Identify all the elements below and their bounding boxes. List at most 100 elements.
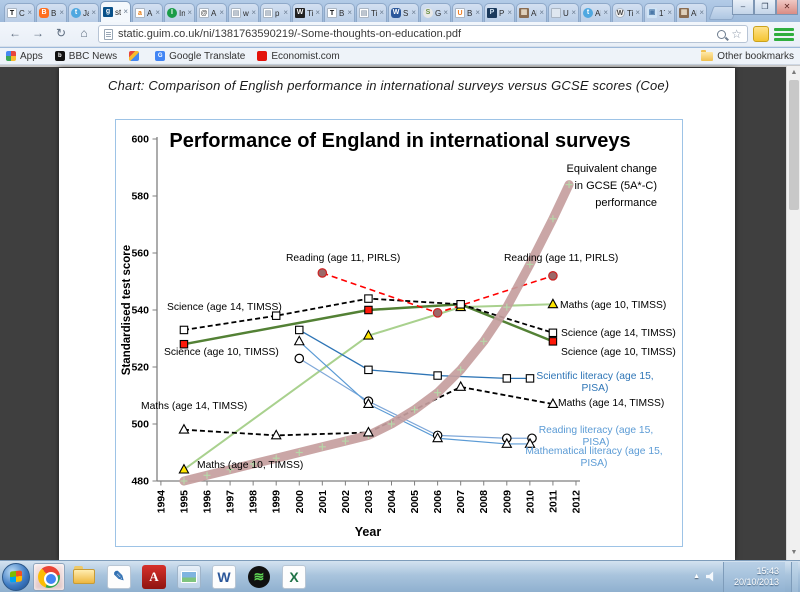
tab-close-icon[interactable]: × — [219, 8, 224, 17]
browser-tab[interactable]: ▤ p × — [260, 3, 291, 22]
tab-close-icon[interactable]: × — [603, 8, 608, 17]
taskbar-word-button[interactable]: W — [208, 563, 240, 591]
browser-tab[interactable]: ▤ w × — [228, 3, 259, 22]
tab-close-icon[interactable]: × — [411, 8, 416, 17]
scroll-down-icon[interactable]: ▼ — [790, 549, 798, 556]
colorful-site-icon — [129, 51, 140, 61]
svg-text:Science (age 10, TIMSS): Science (age 10, TIMSS) — [164, 347, 279, 358]
show-desktop-button[interactable] — [791, 561, 798, 592]
close-button[interactable]: ✕ — [776, 0, 798, 15]
tab-close-icon[interactable]: × — [187, 8, 192, 17]
search-icon[interactable] — [717, 29, 727, 39]
svg-text:1999: 1999 — [271, 490, 283, 514]
tab-close-icon[interactable]: × — [571, 8, 576, 17]
bookmark-apps[interactable]: Apps — [6, 51, 43, 62]
tab-close-icon[interactable]: × — [283, 8, 288, 17]
browser-tab[interactable]: tAl× — [580, 3, 611, 22]
browser-tab[interactable]: ▣17× — [644, 3, 675, 22]
minimize-button[interactable]: – — [732, 0, 754, 15]
tab-title: S — [403, 8, 409, 18]
explorer-icon — [73, 566, 95, 584]
browser-tab[interactable]: T C × — [4, 3, 35, 22]
other-bookmarks[interactable]: Other bookmarks — [701, 49, 794, 62]
svg-text:in GCSE (5A*-C): in GCSE (5A*-C) — [574, 180, 657, 192]
bookmark-unlabeled[interactable] — [129, 51, 143, 61]
back-button[interactable]: ← — [9, 26, 21, 40]
tab-favicon: B — [39, 8, 49, 18]
tab-favicon: W — [295, 8, 305, 18]
browser-tab[interactable]: U × — [548, 3, 579, 22]
tab-close-icon[interactable]: × — [507, 8, 512, 17]
omnibox[interactable]: ☆ — [98, 25, 748, 43]
bookmark-star-icon[interactable]: ☆ — [731, 27, 742, 41]
tab-close-icon[interactable]: × — [347, 8, 352, 17]
chrome-menu-icon[interactable] — [774, 26, 794, 42]
taskbar-spotify-button[interactable]: ≋ — [243, 563, 275, 591]
taskbar-journal-button[interactable]: ✎ — [103, 563, 135, 591]
bookmark-google-translate[interactable]: G Google Translate — [155, 51, 245, 62]
tab-favicon: t — [71, 8, 81, 18]
tab-close-icon[interactable]: × — [123, 7, 128, 16]
reload-button[interactable]: ↻ — [55, 26, 67, 40]
url-input[interactable] — [118, 28, 713, 40]
svg-text:Maths (age 14, TIMSS): Maths (age 14, TIMSS) — [558, 398, 664, 409]
tab-close-icon[interactable]: × — [699, 8, 704, 17]
browser-tab[interactable]: g st × — [100, 1, 131, 22]
tab-close-icon[interactable]: × — [379, 8, 384, 17]
svg-text:560: 560 — [131, 248, 149, 260]
tab-close-icon[interactable]: × — [251, 8, 256, 17]
browser-tab[interactable]: @ A × — [196, 3, 227, 22]
tab-close-icon[interactable]: × — [635, 8, 640, 17]
scroll-up-icon[interactable]: ▲ — [790, 69, 798, 76]
bookmark-bbc-news[interactable]: b BBC News — [54, 51, 117, 62]
tab-title: p — [275, 8, 280, 18]
tab-close-icon[interactable]: × — [59, 8, 64, 17]
taskbar-excel-button[interactable]: X — [278, 563, 310, 591]
svg-text:Performance of England in inte: Performance of England in international … — [169, 130, 630, 152]
start-button[interactable] — [2, 562, 30, 591]
tab-close-icon[interactable]: × — [667, 8, 672, 17]
tab-close-icon[interactable]: × — [539, 8, 544, 17]
browser-tab[interactable]: B B × — [36, 3, 67, 22]
svg-text:2000: 2000 — [294, 490, 306, 514]
taskbar-clock[interactable]: 15:43 20/10/2013 — [723, 561, 785, 592]
tab-close-icon[interactable]: × — [475, 8, 480, 17]
scrollbar[interactable]: ▲ ▼ — [786, 66, 800, 560]
tab-title: Al — [531, 8, 537, 18]
restore-button[interactable]: ❐ — [754, 0, 776, 15]
scroll-thumb[interactable] — [789, 80, 799, 210]
browser-tab[interactable]: I In × — [164, 3, 195, 22]
tab-title: Al — [595, 8, 601, 18]
volume-icon[interactable] — [706, 571, 714, 582]
pdf-viewer: Chart: Comparison of English performance… — [0, 65, 800, 560]
browser-tab[interactable]: ▦Al× — [676, 3, 707, 22]
browser-tab[interactable]: S G × — [420, 3, 451, 22]
taskbar-photo-viewer-button[interactable] — [173, 563, 205, 591]
forward-button[interactable]: → — [32, 26, 44, 40]
browser-tab[interactable]: W S × — [388, 3, 419, 22]
browser-tab[interactable]: ▤ Ti × — [356, 3, 387, 22]
browser-tab[interactable]: U B × — [452, 3, 483, 22]
tab-close-icon[interactable]: × — [27, 8, 32, 17]
browser-tab[interactable]: T B × — [324, 3, 355, 22]
browser-tab[interactable]: a A × — [132, 3, 163, 22]
word-icon: W — [212, 564, 236, 589]
tab-close-icon[interactable]: × — [443, 8, 448, 17]
taskbar-adobe-reader-button[interactable]: A — [138, 563, 170, 591]
bookmark-economist[interactable]: Economist.com — [257, 51, 340, 62]
browser-tab[interactable]: tJa× — [68, 3, 99, 22]
extension-icon[interactable] — [753, 26, 769, 42]
tab-favicon: @ — [199, 8, 209, 18]
taskbar-explorer-button[interactable] — [68, 563, 100, 591]
hidden-icons-arrow[interactable]: ▲ — [693, 573, 700, 580]
tab-close-icon[interactable]: × — [91, 8, 96, 17]
browser-tab[interactable]: ▦Al× — [516, 3, 547, 22]
browser-tab[interactable]: W Ti × — [292, 3, 323, 22]
tab-close-icon[interactable]: × — [155, 8, 160, 17]
tab-close-icon[interactable]: × — [315, 8, 320, 17]
browser-tab[interactable]: P P × — [484, 3, 515, 22]
taskbar-chrome-button[interactable] — [33, 562, 65, 591]
home-button[interactable]: ⌂ — [80, 26, 88, 40]
svg-text:2003: 2003 — [363, 490, 375, 514]
browser-tab[interactable]: W Ti × — [612, 3, 643, 22]
